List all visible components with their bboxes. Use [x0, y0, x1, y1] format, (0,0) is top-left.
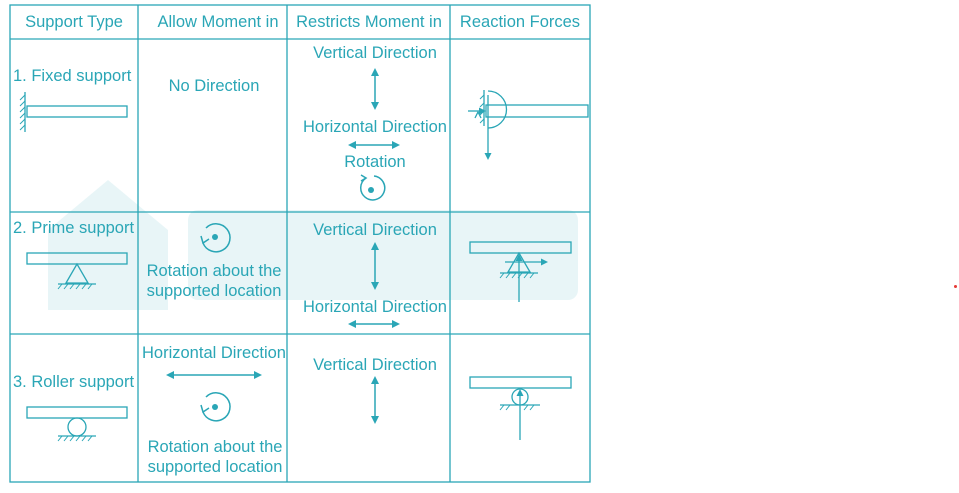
- rotation-icon: [200, 223, 231, 253]
- restricts-moment-text: Vertical Direction: [313, 44, 437, 62]
- roller-support-icon: [26, 406, 128, 442]
- stray-dot: [954, 285, 957, 288]
- allow-moment-text: Horizontal Direction: [142, 344, 286, 362]
- allow-moment-text: Rotation about the: [146, 262, 282, 280]
- restricts-moment-text: Horizontal Direction: [303, 118, 447, 136]
- restricts-moment-text: Horizontal Direction: [303, 298, 447, 316]
- allow-moment-text: Rotation about the: [147, 438, 283, 456]
- roller-reaction-forces-icon: [469, 376, 572, 440]
- header-support-type: Support Type: [25, 13, 123, 31]
- allow-moment-text: No Direction: [168, 77, 260, 95]
- pin-reaction-forces-icon: [469, 241, 572, 302]
- allow-moment-text: supported location: [147, 458, 283, 476]
- header-allow-moment: Allow Moment in: [157, 13, 279, 31]
- rotation-icon: [359, 174, 386, 201]
- support-type-label: 1. Fixed support: [13, 67, 132, 85]
- restricts-moment-text: Vertical Direction: [313, 221, 437, 239]
- header-reaction-forces: Reaction Forces: [459, 13, 581, 31]
- fixed-reaction-forces-icon: [468, 90, 589, 160]
- allow-moment-text: supported location: [146, 282, 282, 300]
- fixed-support-icon: [19, 92, 128, 132]
- rotation-icon: [200, 392, 231, 422]
- pin-support-icon: [26, 252, 128, 290]
- restricts-moment-text: Rotation: [344, 153, 406, 171]
- header-restricts-moment: Restricts Moment in: [296, 13, 442, 31]
- support-type-label: 2. Prime support: [13, 219, 135, 237]
- restricts-moment-text: Vertical Direction: [313, 356, 437, 374]
- support-type-label: 3. Roller support: [13, 373, 135, 391]
